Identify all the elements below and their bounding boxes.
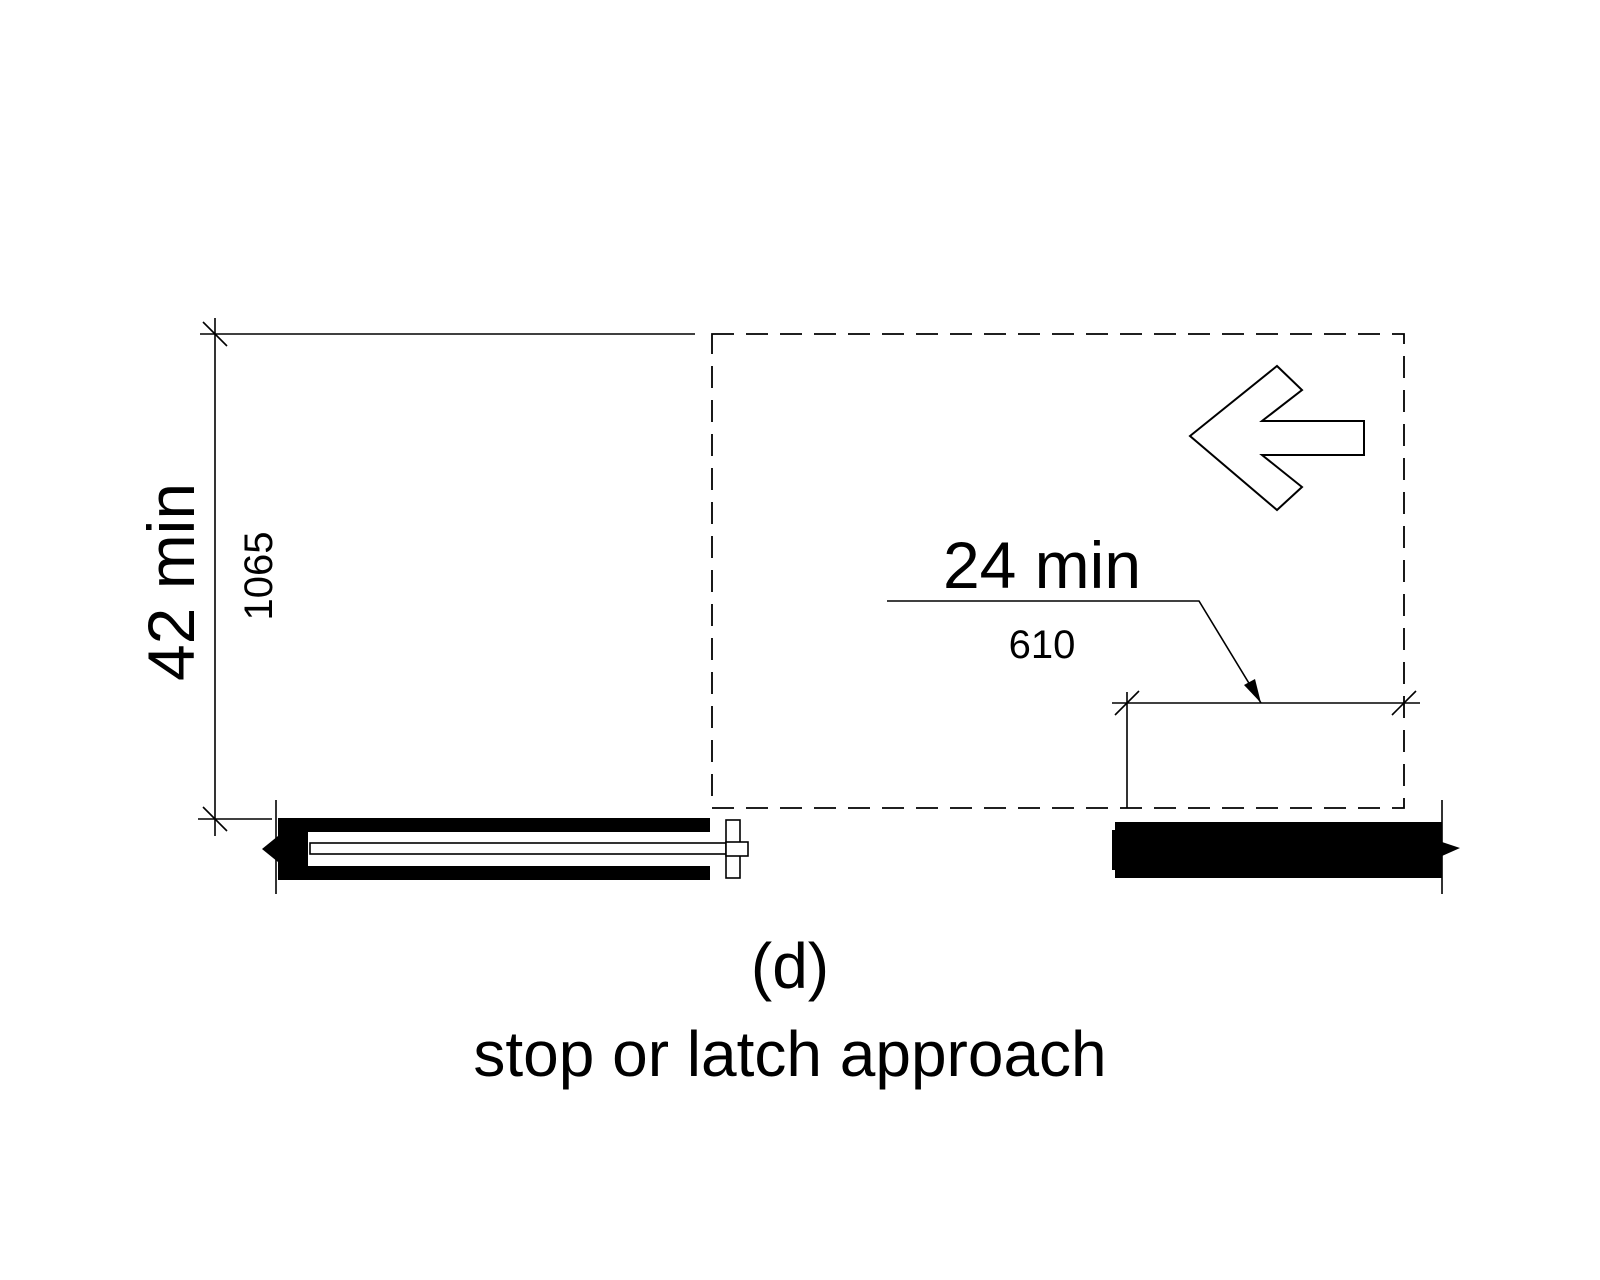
depth-dimension-label: 42 min — [134, 483, 208, 681]
latch-side-dimension — [887, 600, 1420, 808]
latch-side-dimension-metric: 610 — [1009, 623, 1076, 667]
depth-dimension-metric: 1065 — [237, 532, 281, 621]
latch-side-dimension-label: 24 min — [943, 528, 1141, 602]
figure-letter: (d) — [751, 930, 829, 1002]
arrow-left-icon — [1188, 364, 1365, 512]
door-in-wall — [262, 800, 749, 894]
maneuvering-clearance-area — [711, 333, 1405, 809]
depth-dimension — [198, 318, 695, 836]
figure-caption: stop or latch approach — [473, 1018, 1106, 1090]
latch-side-wall — [1112, 800, 1460, 894]
